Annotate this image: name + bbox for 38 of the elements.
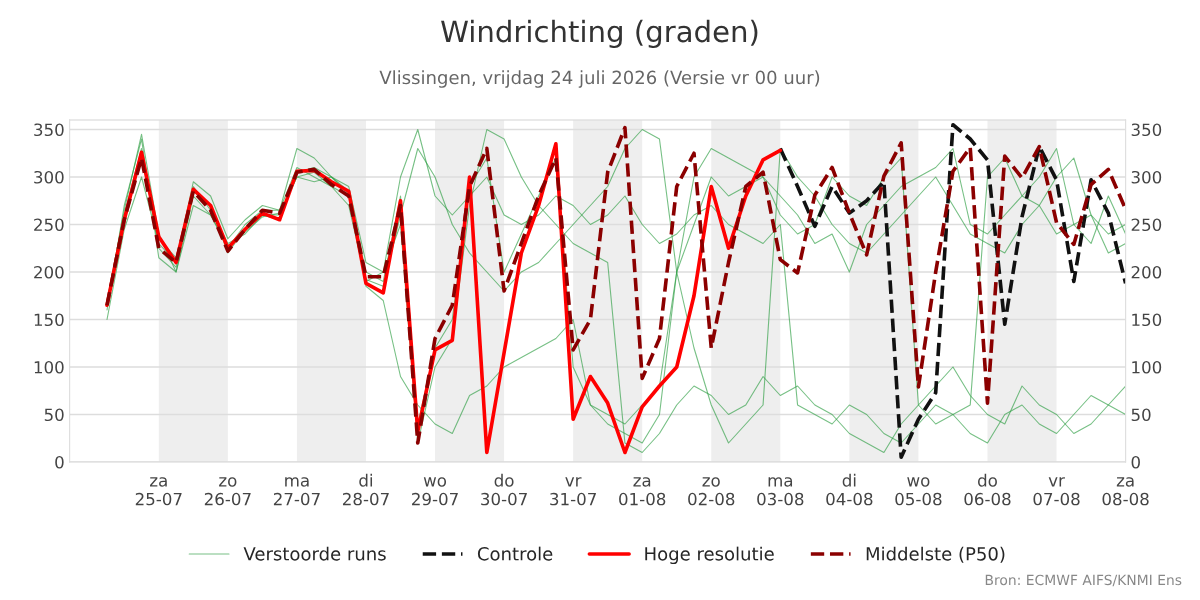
x-tick-label: di 04-08 — [826, 473, 873, 506]
legend-label: Controle — [477, 546, 553, 561]
y-tick-label: 350 — [34, 123, 64, 137]
x-tick-label: za 08-08 — [1102, 477, 1149, 506]
x-tick-label: di 28-07 — [342, 473, 389, 506]
y-tick-label: 100 — [34, 360, 64, 374]
y-tick-label: 300 — [34, 170, 64, 184]
x-tick-label: vr 07-08 — [1033, 477, 1080, 506]
y-tick-label: 0 — [55, 455, 64, 469]
x-tick-label: do 30-07 — [481, 473, 527, 506]
x-tick-label: za 01-08 — [619, 477, 666, 506]
y2-tick-label: 350 — [1131, 123, 1162, 137]
x-tick-label: wo 29-07 — [412, 477, 458, 506]
chart-subtitle: Vlissingen, vrijdag 24 juli 2026 (Versie vr 00 uur) — [379, 70, 820, 88]
legend-label: Verstoorde runs — [243, 546, 386, 561]
x-tick-label: ma 27-07 — [273, 477, 320, 506]
y2-tick-label: 200 — [1131, 265, 1162, 279]
y-tick-label: 50 — [44, 408, 64, 422]
x-tick-label: vr 31-07 — [550, 477, 596, 506]
x-tick-label: ma 03-08 — [757, 477, 804, 506]
x-tick-label: do 06-08 — [964, 473, 1011, 506]
legend-label: Hoge resolutie — [645, 546, 774, 565]
y2-tick-label: 100 — [1132, 360, 1162, 374]
y-tick-label: 200 — [34, 265, 64, 279]
y-tick-label: 250 — [34, 218, 64, 232]
y2-tick-label: 50 — [1131, 408, 1151, 422]
legend-label: Middelste (P50) — [866, 546, 1005, 563]
x-tick-label: wo 05-08 — [895, 477, 942, 506]
y2-tick-label: 150 — [1132, 313, 1162, 327]
y2-tick-label: 250 — [1131, 218, 1162, 232]
y2-tick-label: 300 — [1131, 170, 1162, 184]
x-tick-label: zo 26-07 — [204, 477, 251, 506]
y-tick-label: 150 — [34, 313, 64, 327]
chart-title: Windrichting (graden) — [441, 19, 758, 49]
x-tick-label: za 25-07 — [135, 477, 182, 506]
y2-tick-label: 0 — [1131, 455, 1140, 469]
text: Bron: ECMWF AIFS/KNMI Ens — [985, 574, 1182, 587]
x-tick-label: zo 02-08 — [688, 477, 735, 506]
